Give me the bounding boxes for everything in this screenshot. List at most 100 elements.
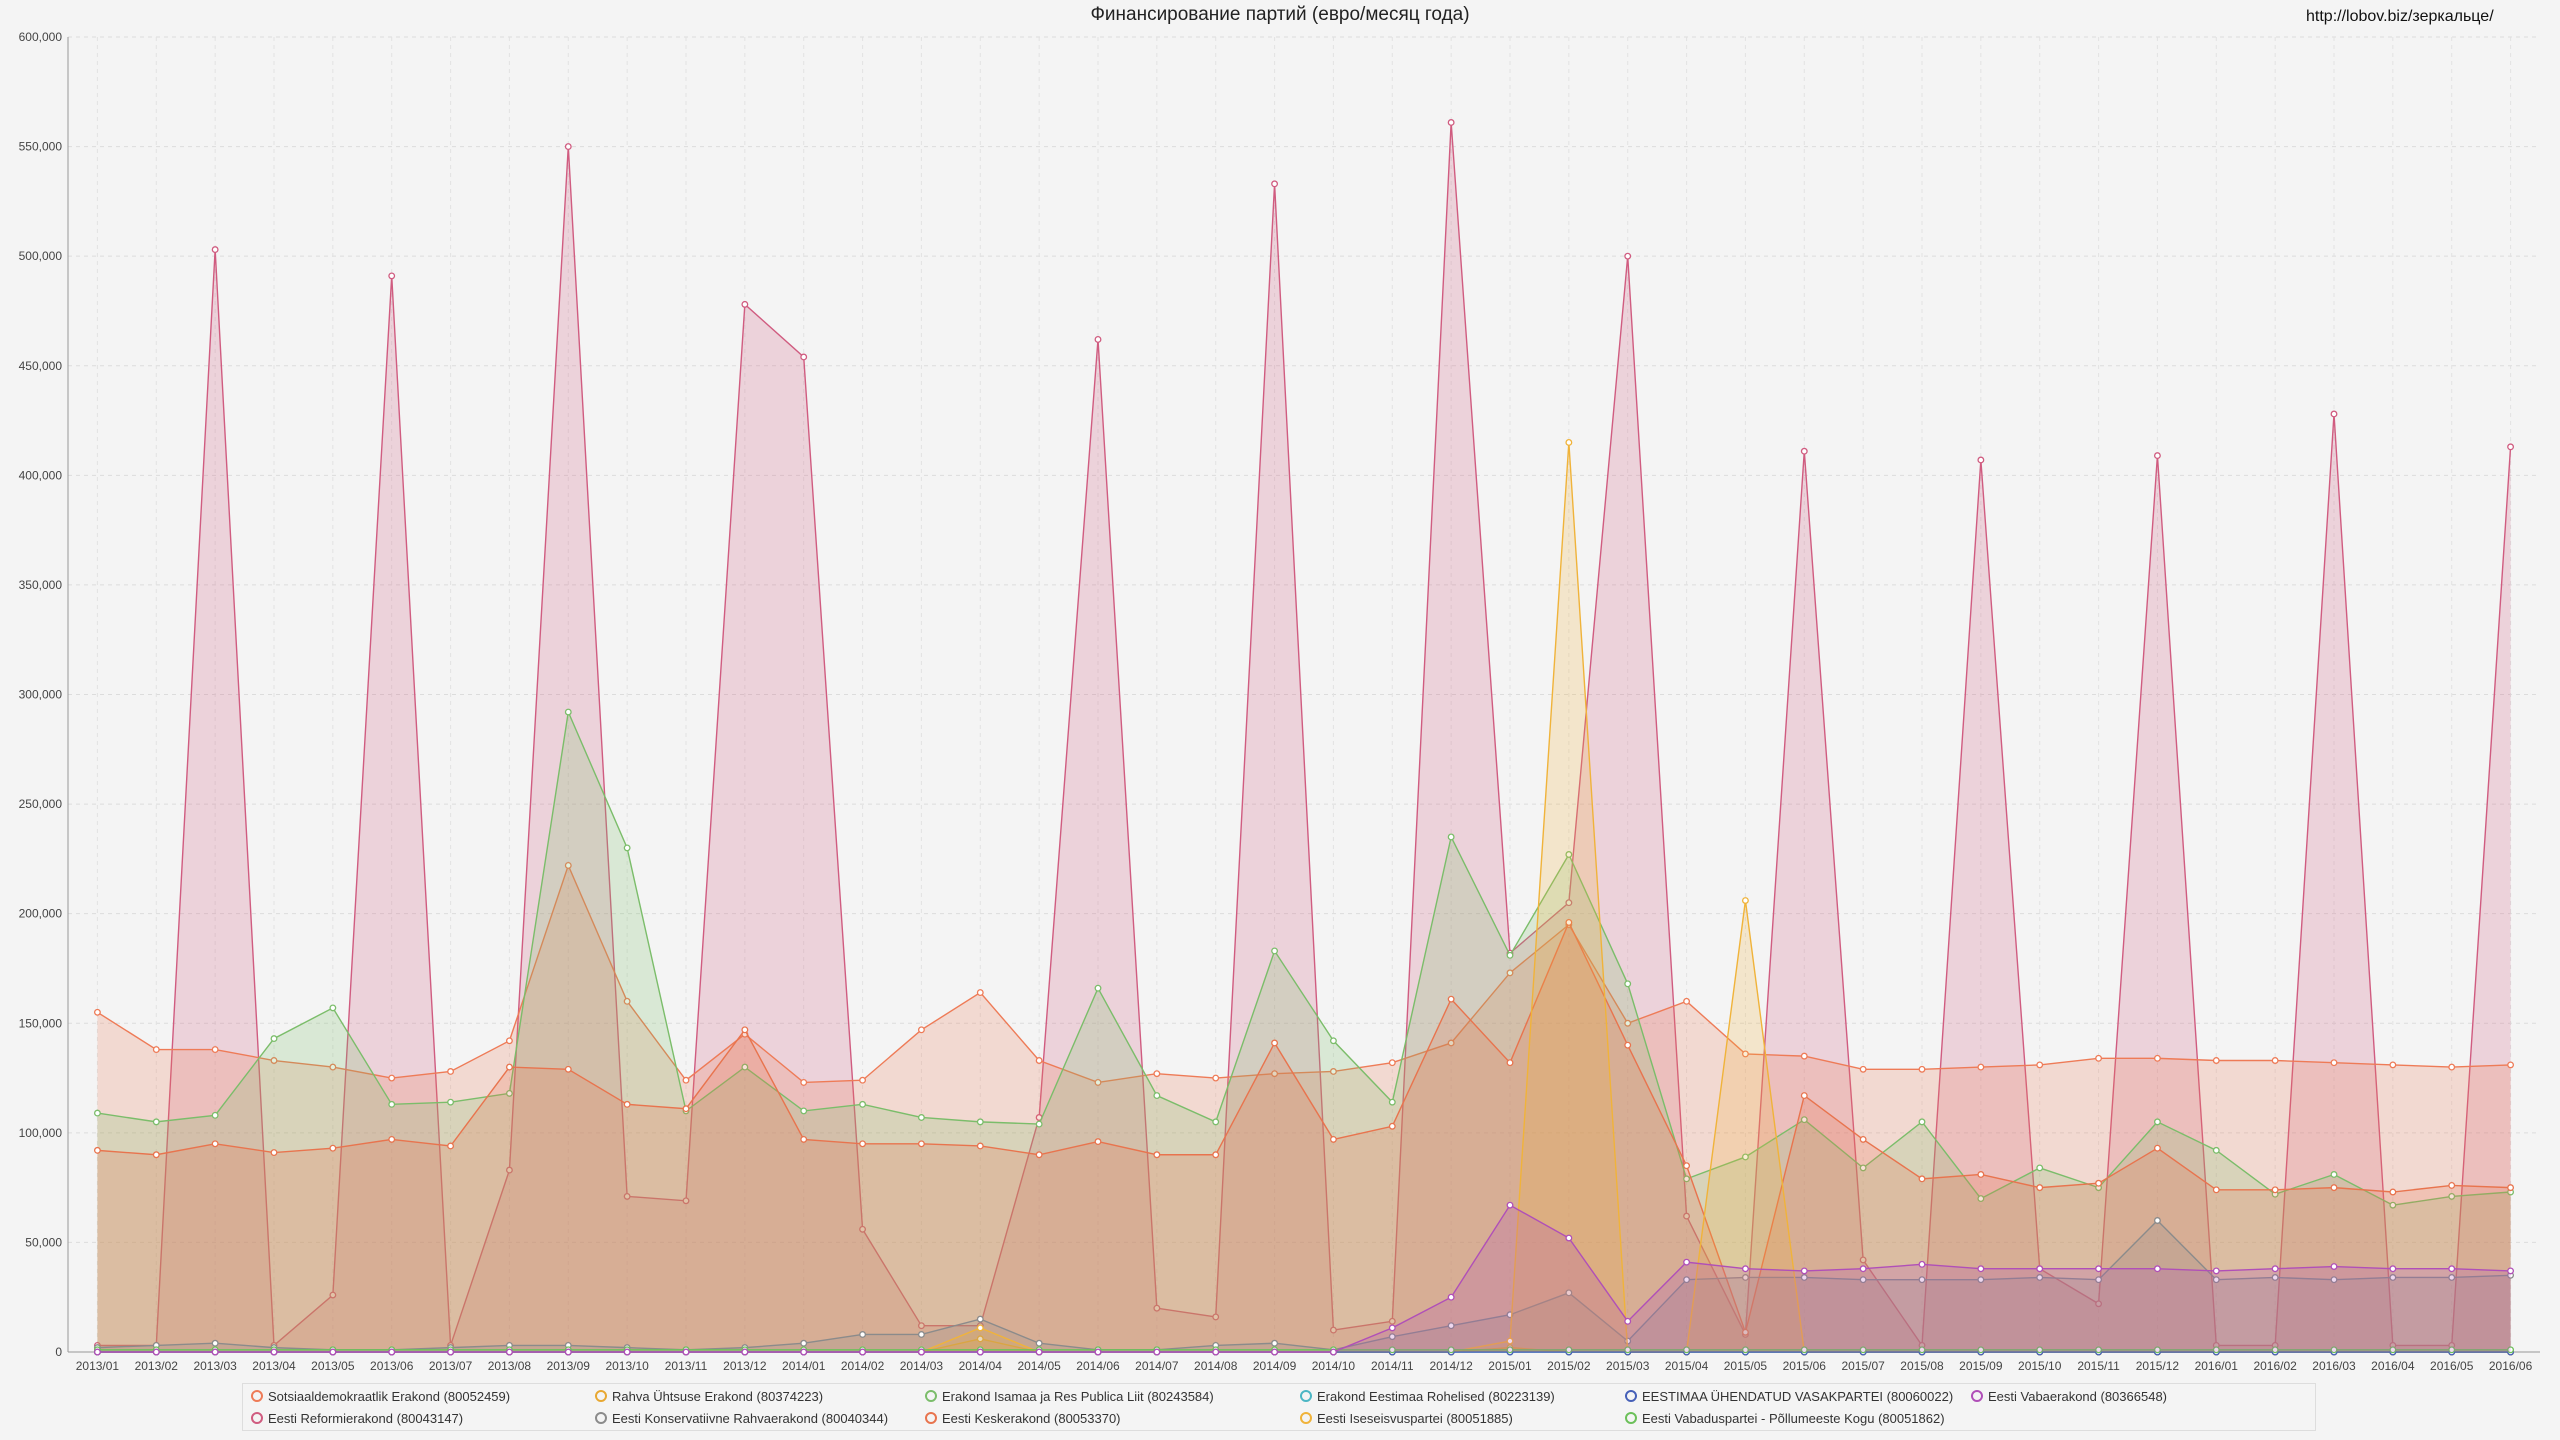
- y-tick-label: 250,000: [19, 797, 63, 811]
- y-tick-label: 50,000: [25, 1235, 62, 1249]
- data-point-eesti-vabaerakond-80366548: [2271, 1265, 2279, 1273]
- data-point-eesti-reformierakond-80043147: [1800, 447, 1808, 455]
- data-point-eesti-vabaduspartei-p-llumeeste-kogu-80051862: [2507, 1346, 2515, 1354]
- x-tick-label: 2015/10: [2018, 1359, 2062, 1373]
- legend-item[interactable]: Eesti Vabaduspartei - Põllumeeste Kogu (…: [1625, 1411, 1945, 1426]
- legend-marker-icon: [1300, 1390, 1312, 1402]
- data-point-sotsiaaldemokraatlik-erakond-80052459: [623, 997, 631, 1005]
- data-point-erakond-isamaa-ja-res-publica-liit-80243584: [741, 1063, 749, 1071]
- legend-label: Eesti Iseseisvuspartei (80051885): [1317, 1411, 1513, 1426]
- data-point-eesti-vabaerakond-80366548: [564, 1348, 572, 1356]
- data-point-sotsiaaldemokraatlik-erakond-80052459: [2448, 1063, 2456, 1071]
- data-point-eesti-reformierakond-80043147: [682, 1197, 690, 1205]
- data-point-erakond-isamaa-ja-res-publica-liit-80243584: [1271, 947, 1279, 955]
- data-point-eesti-vabaerakond-80366548: [1094, 1348, 1102, 1356]
- data-point-eesti-keskerakond-80053370: [152, 1151, 160, 1159]
- x-tick-label: 2015/07: [1841, 1359, 1885, 1373]
- data-point-sotsiaaldemokraatlik-erakond-80052459: [270, 1057, 278, 1064]
- data-point-erakond-isamaa-ja-res-publica-liit-80243584: [93, 1109, 101, 1117]
- data-point-eesti-vabaduspartei-p-llumeeste-kogu-80051862: [2212, 1346, 2220, 1354]
- source-url[interactable]: http://lobov.biz/зеркальце/: [2306, 8, 2494, 25]
- data-point-erakond-isamaa-ja-res-publica-liit-80243584: [1624, 980, 1632, 988]
- legend-item[interactable]: Eesti Iseseisvuspartei (80051885): [1300, 1411, 1513, 1426]
- x-tick-label: 2015/05: [1724, 1359, 1768, 1373]
- data-point-sotsiaaldemokraatlik-erakond-80052459: [1447, 1039, 1455, 1047]
- data-point-eesti-vabaerakond-80366548: [1624, 1317, 1632, 1325]
- data-point-eesti-reformierakond-80043147: [329, 1291, 337, 1299]
- data-point-sotsiaaldemokraatlik-erakond-80052459: [1035, 1057, 1043, 1064]
- y-tick-label: 200,000: [19, 907, 63, 921]
- legend-item[interactable]: Eesti Keskerakond (80053370): [925, 1411, 1121, 1426]
- data-point-erakond-isamaa-ja-res-publica-liit-80243584: [800, 1107, 808, 1115]
- data-point-eesti-keskerakond-80053370: [800, 1135, 808, 1143]
- x-tick-label: 2014/10: [1312, 1359, 1356, 1373]
- data-point-sotsiaaldemokraatlik-erakond-80052459: [1859, 1065, 1867, 1073]
- data-point-eesti-konservatiivne-rahvaerakond-80040344: [800, 1339, 808, 1347]
- data-point-eesti-konservatiivne-rahvaerakond-80040344: [1683, 1276, 1691, 1284]
- x-tick-label: 2015/04: [1665, 1359, 1709, 1373]
- data-point-erakond-isamaa-ja-res-publica-liit-80243584: [329, 1004, 337, 1012]
- data-point-eesti-vabaduspartei-p-llumeeste-kogu-80051862: [1918, 1346, 1926, 1354]
- x-tick-label: 2015/12: [2136, 1359, 2180, 1373]
- legend-item[interactable]: Erakond Eestimaa Rohelised (80223139): [1300, 1389, 1555, 1404]
- data-point-sotsiaaldemokraatlik-erakond-80052459: [1271, 1070, 1279, 1078]
- data-point-eesti-konservatiivne-rahvaerakond-80040344: [1388, 1333, 1396, 1341]
- data-point-eesti-keskerakond-80053370: [564, 1065, 572, 1073]
- legend-item[interactable]: Erakond Isamaa ja Res Publica Liit (8024…: [925, 1389, 1214, 1404]
- data-point-erakond-isamaa-ja-res-publica-liit-80243584: [2330, 1171, 2338, 1178]
- data-point-eesti-vabaerakond-80366548: [976, 1348, 984, 1356]
- x-tick-label: 2014/04: [959, 1359, 1003, 1373]
- data-point-eesti-vabaerakond-80366548: [1918, 1260, 1926, 1268]
- data-point-erakond-isamaa-ja-res-publica-liit-80243584: [1859, 1164, 1867, 1172]
- data-point-eesti-reformierakond-80043147: [1094, 336, 1102, 343]
- data-point-eesti-vabaerakond-80366548: [211, 1348, 219, 1356]
- data-point-eesti-keskerakond-80053370: [1918, 1175, 1926, 1183]
- data-point-eesti-keskerakond-80053370: [2389, 1188, 2397, 1196]
- legend-label: Rahva Ühtsuse Erakond (80374223): [612, 1389, 824, 1404]
- data-point-eesti-reformierakond-80043147: [211, 246, 219, 254]
- data-point-eesti-konservatiivne-rahvaerakond-80040344: [917, 1331, 925, 1338]
- data-point-sotsiaaldemokraatlik-erakond-80052459: [2507, 1061, 2515, 1069]
- data-point-eesti-vabaerakond-80366548: [1271, 1348, 1279, 1356]
- data-point-eesti-vabaduspartei-p-llumeeste-kogu-80051862: [1859, 1346, 1867, 1354]
- legend-label: Eesti Vabaerakond (80366548): [1988, 1389, 2167, 1404]
- x-tick-label: 2014/09: [1253, 1359, 1297, 1373]
- data-point-eesti-vabaduspartei-p-llumeeste-kogu-80051862: [2389, 1346, 2397, 1354]
- data-point-sotsiaaldemokraatlik-erakond-80052459: [2153, 1054, 2161, 1062]
- data-point-eesti-vabaerakond-80366548: [93, 1348, 101, 1356]
- data-point-eesti-konservatiivne-rahvaerakond-80040344: [2271, 1274, 2279, 1281]
- data-point-erakond-isamaa-ja-res-publica-liit-80243584: [1153, 1092, 1161, 1100]
- data-point-eesti-iseseisvuspartei-80051885: [1565, 439, 1573, 446]
- legend-item[interactable]: Eesti Reformierakond (80043147): [251, 1411, 463, 1426]
- legend-item[interactable]: Rahva Ühtsuse Erakond (80374223): [595, 1389, 823, 1404]
- legend-item[interactable]: Sotsiaaldemokraatlik Erakond (80052459): [251, 1389, 510, 1404]
- data-point-eesti-keskerakond-80053370: [1741, 1328, 1749, 1336]
- y-tick-label: 500,000: [19, 249, 63, 263]
- x-tick-label: 2016/06: [2489, 1359, 2533, 1373]
- data-point-eesti-vabaerakond-80366548: [1212, 1348, 1220, 1356]
- legend-label: EESTIMAA ÜHENDATUD VASAKPARTEI (80060022…: [1642, 1389, 1954, 1404]
- data-point-eesti-vabaduspartei-p-llumeeste-kogu-80051862: [1388, 1346, 1396, 1354]
- data-point-eesti-vabaerakond-80366548: [2330, 1263, 2338, 1270]
- data-point-eesti-vabaerakond-80366548: [1859, 1265, 1867, 1273]
- data-point-eesti-konservatiivne-rahvaerakond-80040344: [2448, 1274, 2456, 1281]
- series-area-sotsiaaldemokraatlik-erakond-80052459: [97, 865, 2511, 1352]
- x-tick-label: 2016/05: [2430, 1359, 2474, 1373]
- x-tick-label: 2014/03: [900, 1359, 944, 1373]
- data-point-eesti-iseseisvuspartei-80051885: [1506, 1337, 1514, 1345]
- data-point-eesti-keskerakond-80053370: [2095, 1179, 2103, 1187]
- data-point-eesti-reformierakond-80043147: [1329, 1326, 1337, 1334]
- legend-label: Sotsiaaldemokraatlik Erakond (80052459): [268, 1389, 511, 1404]
- legend-item[interactable]: Eesti Vabaerakond (80366548): [1971, 1389, 2167, 1404]
- data-point-erakond-isamaa-ja-res-publica-liit-80243584: [2036, 1164, 2044, 1172]
- data-point-eesti-vabaduspartei-p-llumeeste-kogu-80051862: [1741, 1346, 1749, 1354]
- data-point-eesti-vabaerakond-80366548: [859, 1348, 867, 1356]
- legend-item[interactable]: Eesti Konservatiivne Rahvaerakond (80040…: [595, 1411, 888, 1426]
- x-tick-label: 2016/03: [2312, 1359, 2356, 1373]
- data-point-sotsiaaldemokraatlik-erakond-80052459: [2036, 1061, 2044, 1069]
- data-point-sotsiaaldemokraatlik-erakond-80052459: [2330, 1059, 2338, 1067]
- data-point-eesti-vabaerakond-80366548: [682, 1348, 690, 1356]
- legend-item[interactable]: EESTIMAA ÜHENDATUD VASAKPARTEI (80060022…: [1625, 1389, 1953, 1404]
- data-point-eesti-konservatiivne-rahvaerakond-80040344: [1918, 1276, 1926, 1284]
- x-tick-label: 2014/06: [1076, 1359, 1120, 1373]
